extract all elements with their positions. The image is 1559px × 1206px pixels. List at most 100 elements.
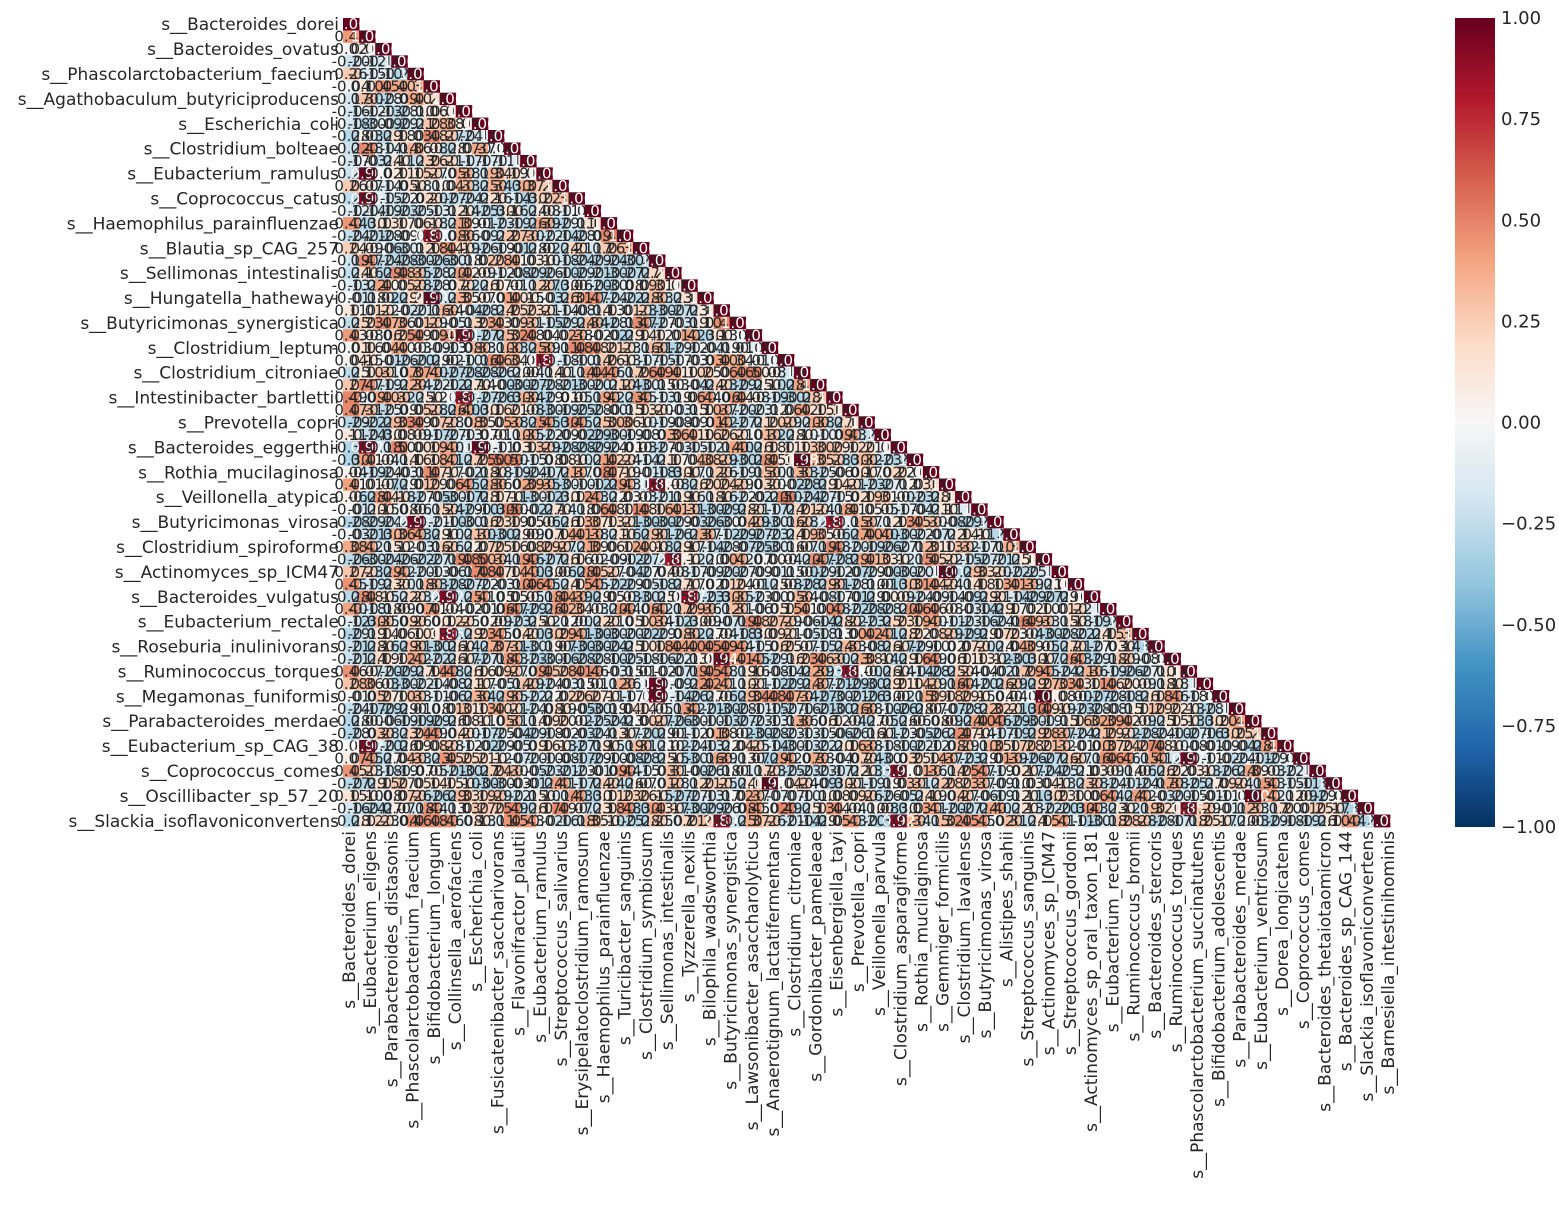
heatmap-cell [343,105,360,118]
y-tick-label: s__Escherichia_coli [178,115,339,135]
heatmap-cell [391,80,408,94]
heatmap-cell [471,154,489,168]
y-tick-label: s__Prevotella_copri [178,414,339,434]
heatmap-cell [375,55,392,69]
x-tick-label: s__Bilophila_wadsworthia [700,831,720,1046]
x-tick-label: s__Alistipes_shahii [997,831,1017,987]
colorbar-tick-label: 1.00 [1501,8,1541,29]
y-tick-label: s__Coprococcus_catus [150,189,339,209]
colorbar-tick-label: 0.00 [1501,413,1541,434]
heatmap-cell [359,142,376,156]
colorbar-tick-label: −0.25 [1501,514,1556,535]
x-tick-label: s__Eubacterium_ventriosum [1252,831,1272,1070]
heatmap-cell [439,117,457,131]
heatmap-cell [407,67,424,81]
y-tick-label: s__Clostridium_bolteae [144,140,339,160]
y-tick-label: s__Bacteroides_ovatus [147,40,339,60]
heatmap-cell [455,167,473,181]
x-tick-label: s__Parabacteroides_merdae [1231,831,1251,1068]
y-tick-label: s__Megamonas_funiformis [116,687,339,707]
cell-annotation: 1.00 [1365,812,1398,830]
x-tick-label: s__Barnesiella_intestinihominis [1379,831,1399,1095]
y-tick-label: s__Clostridium_spiroforme [116,538,339,558]
x-tick-label: s__Eubacterium_eligens [361,831,381,1035]
heatmap-cell [439,105,457,118]
heatmap-cell [343,167,360,181]
heatmap-cell [391,117,408,131]
heatmap-cell [391,154,408,168]
heatmap-cell [343,42,360,56]
heatmap-cell [359,92,376,106]
y-tick-label: s__Eubacterium_ramulus [127,165,339,185]
y-tick-label: s__Oscillibacter_sp_57_20 [120,787,339,807]
y-tick-labels: s__Bacteroides_dorei s__Bacteroides_ovatu… [18,15,339,832]
heatmap-cell [439,154,457,168]
y-tick-label: s__Rothia_mucilaginosa [138,463,339,483]
heatmap-cell [359,42,376,56]
colorbar-gradient [1455,18,1495,827]
x-tick-label: s__Bacteroides_thetaiotaomicron [1315,831,1335,1112]
x-tick-label: s__Tyzzerella_nexilis [679,831,699,1003]
heatmap-cell [407,154,424,168]
heatmap-cell [439,167,457,181]
colorbar-tick-label: −0.75 [1501,716,1556,737]
x-tick-label: s__Actinomyces_sp_oral_taxon_181 [1082,831,1102,1132]
x-tick-label: s__Bifidobacterium_longum [425,831,445,1064]
heatmap-cell [439,130,457,143]
heatmap-cell [375,167,392,181]
heatmap-cell [407,80,424,94]
heatmap-cell [504,154,521,168]
y-tick-label: s__Eubacterium_rectale [138,613,339,633]
heatmap-cell [343,30,360,44]
x-tick-label: s__Coprococcus_comes [1294,831,1314,1029]
colorbar-tick-label: −1.00 [1501,817,1556,838]
x-tick-label: s__Bacteroides_sp_CAG_144 [1337,831,1357,1071]
heatmap-cells [343,18,1391,828]
heatmap-cell [375,105,392,118]
heatmap-cell [359,117,376,131]
x-tick-label: s__Anaerotignum_lactatifermentans [764,831,784,1137]
y-tick-label: s__Slackia_isoflavoniconvertens [69,812,340,832]
x-tick-label: s__Gemmiger_formicilis [934,831,954,1032]
x-tick-label: s__Streptococcus_gordonii [1061,831,1081,1055]
heatmap-cell [471,142,489,156]
y-tick-label: s__Sellimonas_intestinalis [120,264,339,284]
heatmap-cell [391,167,408,181]
x-tick-label: s__Prevotella_copri [849,831,869,992]
y-tick-label: s__Roseburia_inulinivorans [111,638,339,658]
x-tick-label: s__Turicibacter_sanguinis [616,831,636,1045]
heatmap-cell [359,30,376,44]
x-tick-label: s__Phascolarctobacterium_succinatutens [1188,831,1208,1179]
heatmap-cell [487,142,505,156]
heatmap-cell [391,67,408,81]
heatmap-cell [375,42,392,56]
heatmap-cell [471,130,489,143]
heatmap-cell [391,105,408,118]
heatmap-cell [391,142,408,156]
y-tick-label: s__Bacteroides_eggerthii [128,438,339,458]
heatmap-cell [375,92,392,106]
y-tick-label: s__Bacteroides_vulgatus [131,588,339,608]
heatmap-cell [455,130,473,143]
x-tick-label: s__Bifidobacterium_adolescentis [1209,831,1229,1107]
heatmap-cell [407,117,424,131]
x-tick-label: s__Slackia_isoflavoniconvertens [1358,831,1378,1102]
heatmap-cell [407,130,424,143]
x-tick-label: s__Eisenbergiella_tayi [828,831,848,1017]
x-tick-label: s__Ruminococcus_torques [1167,831,1187,1052]
y-tick-label: s__Bacteroides_dorei [161,15,339,35]
heatmap-cell [423,92,441,106]
heatmap-cell [407,105,424,118]
heatmap-cell [439,142,457,156]
x-tick-label: s__Bacteroides_dorei [340,831,360,1009]
heatmap-cell [375,154,392,168]
heatmap-cell [375,130,392,143]
x-tick-label: s__Eubacterium_rectale [1103,831,1123,1032]
colorbar-tick-label: −0.50 [1501,615,1556,636]
x-tick-label: s__Collinsella_aerofaciens [446,831,466,1050]
heatmap-cell [343,80,360,94]
x-tick-label: s__Clostridium_lavalense [955,831,975,1043]
heatmap-cell [343,18,360,31]
x-tick-label: s__Haemophilus_parainfluenzae [594,831,614,1103]
